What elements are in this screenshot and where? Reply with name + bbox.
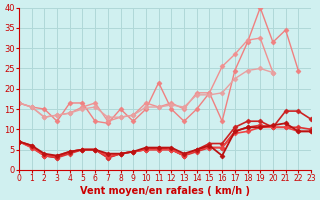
X-axis label: Vent moyen/en rafales ( km/h ): Vent moyen/en rafales ( km/h ) — [80, 186, 250, 196]
